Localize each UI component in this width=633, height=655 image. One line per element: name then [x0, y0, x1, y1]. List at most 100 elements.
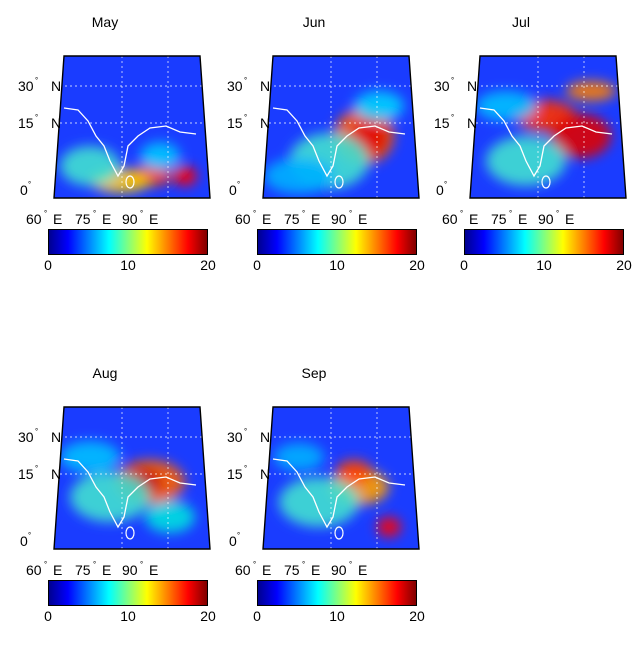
lat-label: 15 — [227, 466, 243, 482]
degree-symbol: ° — [244, 427, 247, 436]
lon-label: 60 — [235, 211, 251, 227]
degree-symbol: ° — [244, 464, 247, 473]
lat-label: 30 — [18, 429, 34, 445]
degree-symbol: ° — [302, 560, 305, 569]
precip-blob — [279, 477, 359, 527]
colorbar — [48, 229, 208, 255]
lon-label: 90 — [122, 211, 138, 227]
lon-direction: E — [518, 211, 527, 227]
precip-blob — [173, 166, 197, 186]
colorbar — [257, 229, 417, 255]
lon-label: 75 — [284, 562, 300, 578]
panel-title: Jun — [302, 14, 326, 30]
lon-direction: E — [311, 211, 320, 227]
lon-label: 75 — [284, 211, 300, 227]
lon-direction: E — [358, 211, 367, 227]
precip-blob — [70, 472, 150, 522]
degree-symbol: ° — [93, 209, 96, 218]
coastline — [63, 458, 197, 529]
precip-blob — [377, 517, 401, 537]
lon-label: 90 — [331, 562, 347, 578]
lat-label: 30 — [227, 78, 243, 94]
colorbar-tick: 0 — [460, 257, 468, 273]
lat-direction: N — [260, 429, 270, 445]
degree-symbol: ° — [35, 76, 38, 85]
colorbar-tick: 10 — [120, 608, 136, 624]
precip-blob — [60, 146, 120, 186]
colorbar-tick: 20 — [616, 257, 632, 273]
precip-blob — [264, 158, 334, 194]
lon-label: 90 — [538, 211, 554, 227]
colorbar — [464, 229, 624, 255]
degree-symbol: ° — [451, 113, 454, 122]
degree-symbol: ° — [44, 209, 47, 218]
lon-label: 75 — [491, 211, 507, 227]
degree-symbol: ° — [244, 76, 247, 85]
colorbar-tick: 20 — [409, 608, 425, 624]
lon-direction: E — [469, 211, 478, 227]
lat-label: 0 — [229, 533, 237, 549]
lon-direction: E — [262, 211, 271, 227]
degree-symbol: ° — [302, 209, 305, 218]
lat-direction: N — [260, 78, 270, 94]
lat-direction: N — [51, 115, 61, 131]
map-panel-jul: Jul 30 ° N 15 ° N 0 ° 60 ° E 75 ° E 90 ° E 0 10 20 — [416, 14, 632, 304]
degree-symbol: ° — [253, 560, 256, 569]
colorbar-tick: 0 — [44, 257, 52, 273]
degree-symbol: ° — [35, 113, 38, 122]
precip-map: 30 ° N15 ° N0 °60 ° E 75 ° E 90 ° E — [18, 406, 211, 578]
map-frame — [469, 55, 627, 199]
sri-lanka-outline — [541, 175, 551, 189]
degree-symbol: ° — [44, 560, 47, 569]
lat-direction: N — [51, 466, 61, 482]
degree-symbol: ° — [28, 180, 31, 189]
degree-symbol: ° — [244, 113, 247, 122]
lat-label: 0 — [436, 182, 444, 198]
lon-direction: E — [53, 211, 62, 227]
degree-symbol: ° — [237, 531, 240, 540]
degree-symbol: ° — [451, 76, 454, 85]
coastline — [479, 107, 613, 178]
precip-blob — [274, 443, 324, 471]
coastline — [63, 107, 197, 178]
lon-direction: E — [102, 562, 111, 578]
colorbar-tick: 0 — [253, 257, 261, 273]
panel-title: Sep — [301, 365, 327, 381]
degree-symbol: ° — [237, 180, 240, 189]
sri-lanka-outline — [334, 526, 344, 540]
lat-label: 15 — [18, 466, 34, 482]
lon-label: 90 — [331, 211, 347, 227]
lat-label: 15 — [434, 115, 450, 131]
precip-map: 30 ° N15 ° N0 °60 ° E 75 ° E 90 ° E — [227, 55, 420, 227]
lat-label: 30 — [227, 429, 243, 445]
lat-label: 15 — [227, 115, 243, 131]
precip-blob — [476, 91, 536, 121]
lat-label: 30 — [18, 78, 34, 94]
sri-lanka-outline — [334, 175, 344, 189]
colorbar-tick: 10 — [329, 257, 345, 273]
degree-symbol: ° — [509, 209, 512, 218]
lon-direction: E — [149, 562, 158, 578]
colorbar-tick: 0 — [253, 608, 261, 624]
precip-blob — [354, 91, 404, 121]
lon-direction: E — [262, 562, 271, 578]
sri-lanka-outline — [125, 175, 135, 189]
lat-direction: N — [467, 78, 477, 94]
degree-symbol: ° — [35, 427, 38, 436]
lon-label: 75 — [75, 211, 91, 227]
precip-blob — [60, 441, 120, 473]
map-frame — [262, 406, 420, 550]
lat-direction: N — [260, 115, 270, 131]
colorbar — [48, 580, 208, 606]
lon-direction: E — [149, 211, 158, 227]
lat-direction: N — [467, 115, 477, 131]
map-panel-jun: Jun 30 ° N 15 ° N 0 ° 60 ° E 75 ° E 90 ° E 0 10 20 — [209, 14, 425, 304]
colorbar — [257, 580, 417, 606]
lat-label: 0 — [20, 533, 28, 549]
map-frame — [53, 55, 211, 199]
map-panel-may: May 30 ° N 15 ° N 0 ° 60 ° E 75 ° E 90 ° E 0 10 20 — [0, 14, 216, 304]
panel-title: May — [91, 14, 119, 30]
precip-map: 30 ° N15 ° N0 °60 ° E 75 ° E 90 ° E — [18, 55, 211, 227]
lon-direction: E — [102, 211, 111, 227]
panel-title: Aug — [92, 365, 118, 381]
